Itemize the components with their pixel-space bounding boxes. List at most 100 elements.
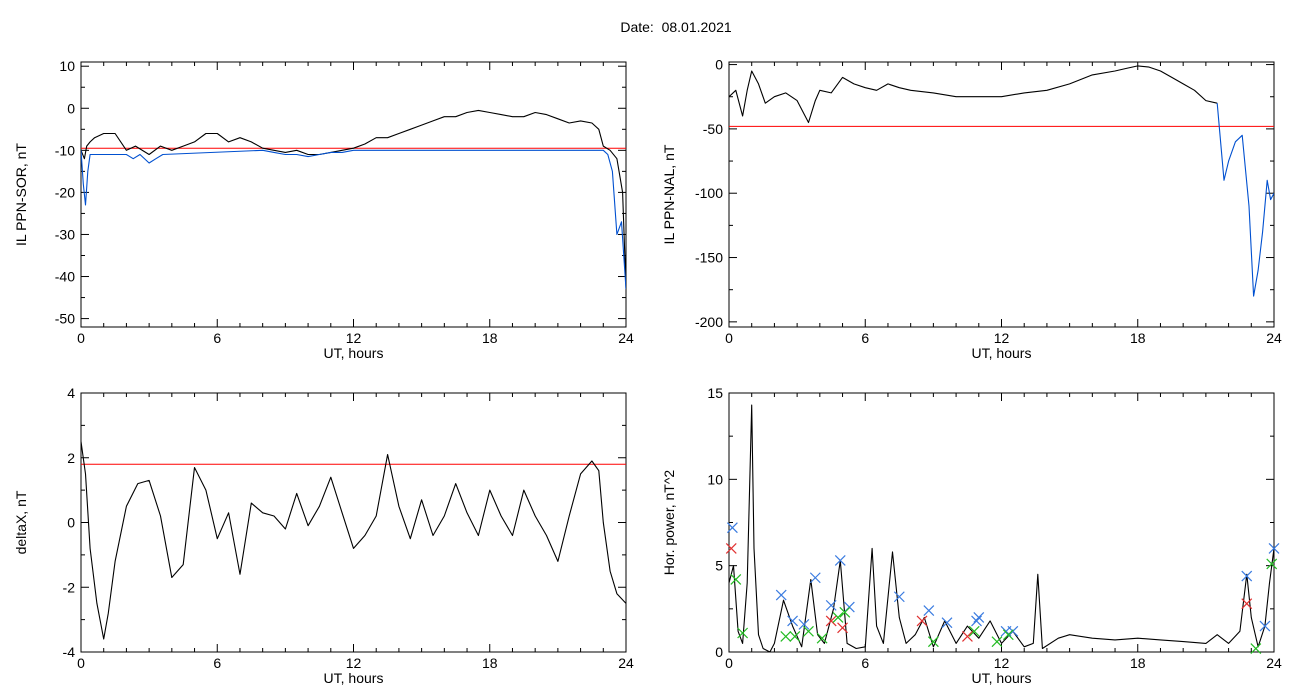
y-tick-label: 0: [715, 57, 723, 73]
marker-red: [837, 622, 848, 634]
marker-blue: [775, 589, 787, 601]
plot-frame: [80, 392, 627, 653]
x-tick-label: 18: [482, 330, 498, 346]
y-tick-label: 0: [67, 100, 75, 116]
y-tick-label: 10: [707, 471, 723, 487]
plot-frame: [728, 61, 1275, 328]
marker-blue: [834, 555, 846, 566]
series-line-2: [81, 149, 626, 290]
marker-blue: [893, 591, 905, 603]
marker-blue: [798, 618, 810, 630]
y-tick-label: 15: [707, 385, 723, 401]
marker-blue: [923, 605, 935, 616]
marker-blue: [941, 617, 953, 629]
marker-blue: [1007, 625, 1019, 637]
y-tick-label: -4: [63, 644, 76, 660]
x-tick-label: 24: [1266, 330, 1282, 346]
chart-panel-2: 0 6 12 18 24 0 -50 -100 -150 -200 UT, hours IL PPN-…: [661, 57, 1282, 361]
x-tick-label: 6: [861, 330, 869, 346]
marker-green: [1002, 629, 1014, 641]
x-tick-label: 0: [725, 655, 733, 671]
figure-title: Date: 08.01.2021: [620, 19, 732, 35]
y-tick-label: 10: [59, 58, 75, 74]
plot-area: [729, 404, 1274, 652]
marker-blue: [1268, 542, 1280, 554]
series-line-1: [81, 441, 626, 640]
marker-green: [803, 625, 814, 637]
marker-green: [737, 627, 749, 639]
y-tick-label: -150: [695, 250, 723, 266]
y-axis-label: deltaX, nT: [13, 490, 29, 554]
x-tick-label: 6: [861, 655, 869, 671]
x-axis-label: UT, hours: [324, 670, 384, 686]
x-tick-label: 0: [725, 330, 733, 346]
y-axis-label: IL PPN-SOR, nT: [13, 143, 29, 246]
marker-green: [832, 612, 844, 623]
chart-panel-3: 0 6 12 18 24 4 2 0 -2 -4 UT, hours deltaX, nT: [13, 385, 634, 686]
marker-green: [1250, 643, 1262, 654]
marker-green: [968, 625, 980, 637]
x-tick-label: 6: [213, 655, 221, 671]
marker-red: [962, 631, 973, 642]
chart-panel-4: 0 6 12 18 24 15 10 5 0 UT, hours Hor. power, nT^2: [661, 385, 1282, 686]
y-tick-label: -2: [63, 579, 76, 595]
x-tick-label: 6: [213, 330, 221, 346]
series-line-1: [729, 404, 1274, 652]
marker-blue: [971, 615, 982, 627]
x-tick-label: 18: [1130, 330, 1146, 346]
y-tick-label: -50: [703, 121, 723, 137]
marker-red: [916, 615, 928, 627]
x-tick-label: 12: [994, 655, 1010, 671]
chart-panel-1: 0 6 12 18 24 10 0 -10 -20 -30 -40 -50 UT, hours IL PP…: [13, 58, 634, 361]
series-line-1: [81, 109, 626, 290]
x-axis-label: UT, hours: [324, 345, 384, 361]
marker-blue: [1241, 570, 1253, 582]
x-tick-label: 24: [618, 330, 634, 346]
y-tick-label: -50: [55, 311, 75, 327]
marker-blue: [1259, 620, 1271, 632]
y-axis-label: Hor. power, nT^2: [661, 470, 677, 576]
y-tick-label: 0: [67, 515, 75, 531]
x-tick-label: 18: [482, 655, 498, 671]
y-axis-label: IL PPN-NAL, nT: [661, 144, 677, 244]
marker-green: [839, 606, 851, 618]
marker-green: [780, 631, 792, 642]
marker-green: [816, 632, 828, 644]
marker-red: [725, 542, 737, 554]
marker-blue: [809, 572, 821, 584]
y-tick-label: -20: [55, 184, 75, 200]
marker-blue: [787, 615, 799, 627]
marker-red: [1241, 598, 1253, 610]
marker-blue: [726, 522, 738, 534]
y-tick-label: -100: [695, 185, 723, 201]
x-axis-label: UT, hours: [972, 345, 1032, 361]
marker-green: [1266, 558, 1278, 570]
y-tick-label: 2: [67, 450, 75, 466]
marker-red: [825, 615, 837, 627]
x-axis-label: UT, hours: [972, 670, 1032, 686]
x-tick-label: 12: [346, 330, 362, 346]
marker-blue: [825, 599, 837, 611]
x-tick-label: 12: [994, 330, 1010, 346]
x-tick-label: 18: [1130, 655, 1146, 671]
x-tick-label: 24: [618, 655, 634, 671]
plot-frame: [728, 392, 1275, 653]
marker-green: [730, 574, 742, 585]
y-tick-label: 0: [715, 644, 723, 660]
x-tick-label: 24: [1266, 655, 1282, 671]
marker-green: [789, 631, 801, 642]
marker-blue: [973, 612, 985, 623]
series-line-2: [1216, 103, 1274, 297]
y-tick-label: 5: [715, 558, 723, 574]
plot-area: [81, 441, 626, 640]
x-tick-label: 0: [77, 330, 85, 346]
y-tick-label: -30: [55, 226, 75, 242]
y-tick-label: -40: [55, 269, 75, 285]
marker-green: [927, 636, 939, 648]
plot-area: [81, 109, 626, 290]
plot-frame: [80, 61, 627, 328]
y-tick-label: -200: [695, 314, 723, 330]
y-tick-label: 4: [67, 385, 75, 401]
marker-green: [991, 636, 1003, 648]
